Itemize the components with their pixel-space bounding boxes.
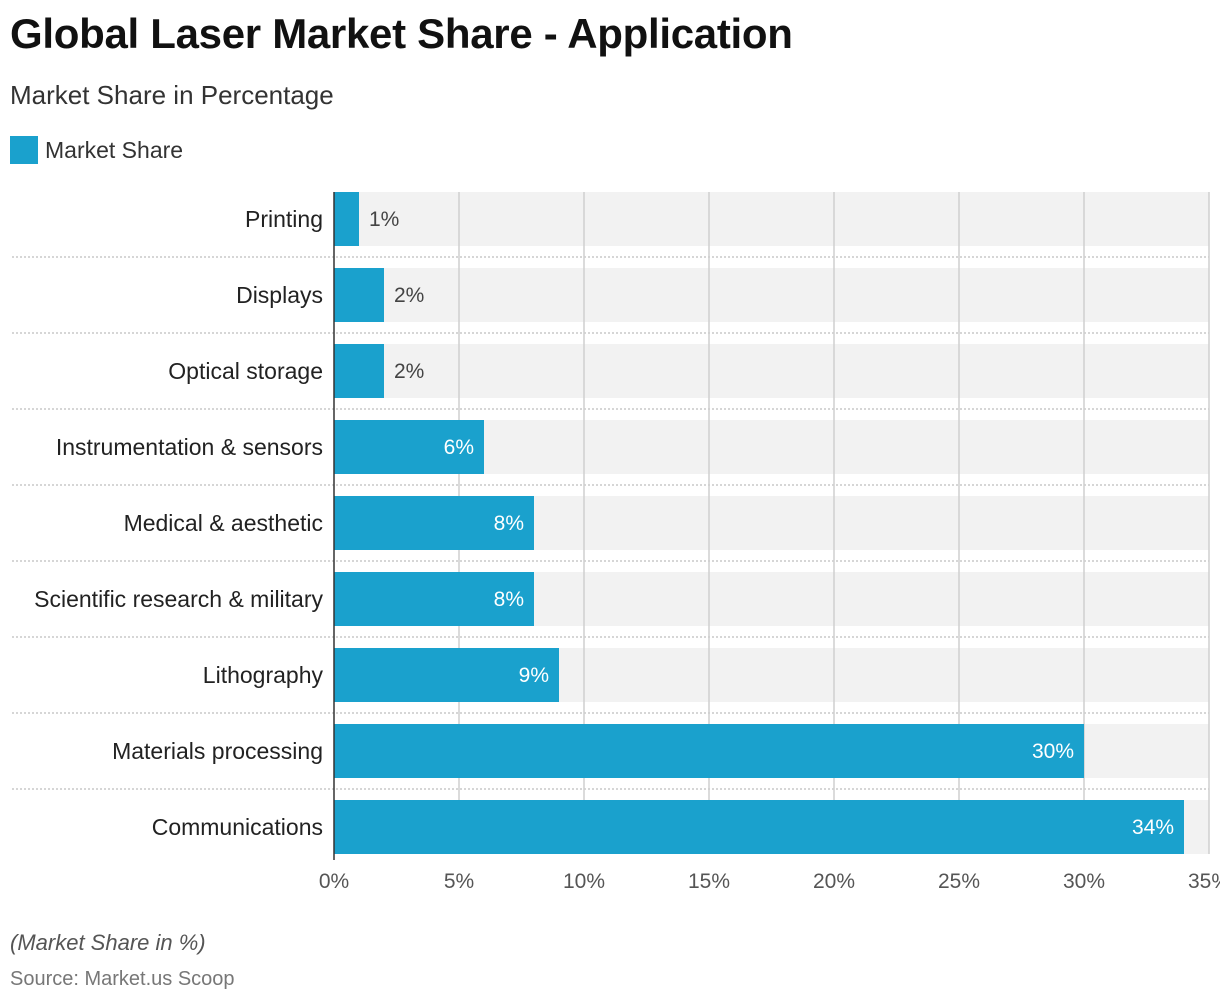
legend-swatch bbox=[10, 136, 38, 164]
value-label: 9% bbox=[519, 664, 549, 687]
bar bbox=[334, 344, 384, 398]
category-label: Scientific research & military bbox=[34, 586, 323, 612]
x-tick-label: 25% bbox=[938, 870, 980, 893]
x-tick-label: 20% bbox=[813, 870, 855, 893]
value-label: 1% bbox=[369, 208, 399, 231]
value-label: 2% bbox=[394, 284, 424, 307]
value-label: 30% bbox=[1032, 740, 1074, 763]
row-band bbox=[334, 192, 1209, 246]
bar bbox=[334, 268, 384, 322]
footer-note: (Market Share in %) bbox=[10, 930, 206, 955]
legend: Market Share bbox=[10, 136, 183, 164]
value-label: 8% bbox=[494, 512, 524, 535]
bar bbox=[334, 724, 1084, 778]
row-band bbox=[334, 344, 1209, 398]
category-label: Optical storage bbox=[168, 358, 323, 384]
category-label: Communications bbox=[152, 814, 323, 840]
bar bbox=[334, 420, 484, 474]
footer-source: Source: Market.us Scoop bbox=[10, 968, 235, 990]
category-label: Lithography bbox=[203, 662, 324, 688]
x-tick-label: 0% bbox=[319, 870, 349, 893]
bar-chart: Printing 1% Displays 2% Optical storage 2% Ins… bbox=[12, 192, 1220, 893]
value-label: 34% bbox=[1132, 816, 1174, 839]
x-tick-label: 15% bbox=[688, 870, 730, 893]
x-tick-label: 5% bbox=[444, 870, 474, 893]
category-label: Printing bbox=[245, 206, 323, 232]
bar bbox=[334, 572, 534, 626]
bar bbox=[334, 800, 1184, 854]
chart-subtitle: Market Share in Percentage bbox=[10, 80, 334, 110]
category-label: Medical & aesthetic bbox=[124, 510, 323, 536]
x-tick-label: 10% bbox=[563, 870, 605, 893]
value-label: 2% bbox=[394, 360, 424, 383]
bar bbox=[334, 496, 534, 550]
category-label: Displays bbox=[236, 282, 323, 308]
row-band bbox=[334, 268, 1209, 322]
category-label: Materials processing bbox=[112, 738, 323, 764]
bar bbox=[334, 648, 559, 702]
bar bbox=[334, 192, 359, 246]
legend-label: Market Share bbox=[45, 136, 184, 163]
value-label: 6% bbox=[444, 436, 474, 459]
x-tick-label: 30% bbox=[1063, 870, 1105, 893]
x-tick-label: 35% bbox=[1188, 870, 1220, 893]
chart-title: Global Laser Market Share - Application bbox=[10, 10, 793, 57]
value-label: 8% bbox=[494, 588, 524, 611]
category-label: Instrumentation & sensors bbox=[56, 434, 323, 460]
